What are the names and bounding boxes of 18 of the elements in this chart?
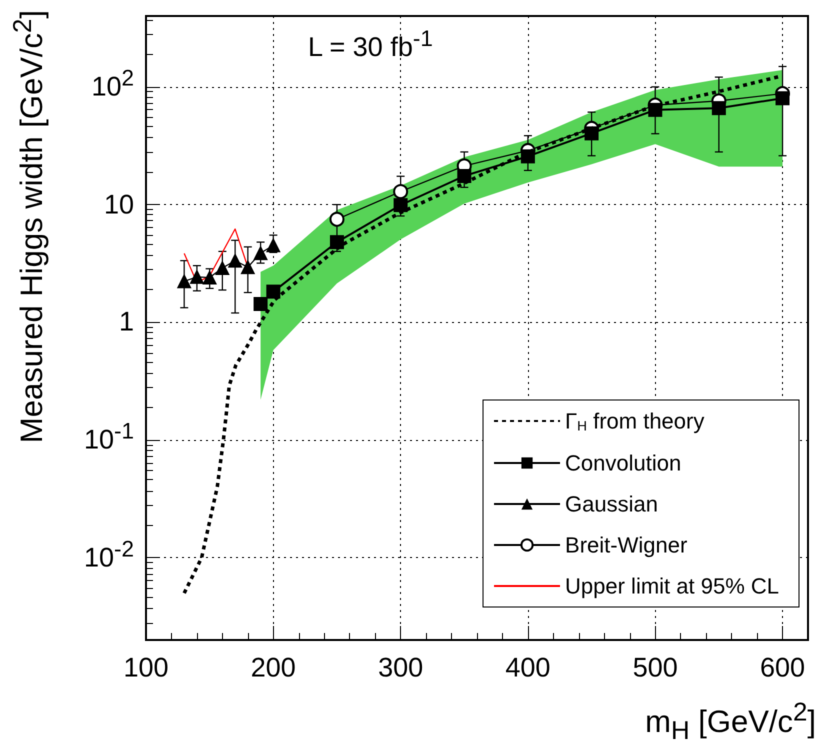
legend-label: Upper limit at 95% CL — [565, 574, 780, 598]
x-tick-label: 100 — [123, 652, 169, 682]
x-tick-label: 200 — [250, 652, 296, 682]
x-tick-label: 500 — [632, 652, 678, 682]
legend-label: Breit-Wigner — [565, 532, 688, 558]
legend-label: Gaussian — [565, 492, 658, 516]
y-tick-label: 10 — [104, 189, 134, 220]
y-tick-label: 10$^{-1}$ — [84, 418, 134, 454]
legend-label: Convolution — [565, 450, 682, 476]
y-tick-label: 1 — [118, 306, 134, 337]
y-tick-label: 10$^{-2}$ — [84, 536, 134, 572]
x-axis-title: m$_{H}$ [GeV/c$^{2}$] — [645, 698, 816, 746]
legend-label: ΓH from theory — [565, 408, 704, 434]
x-tick-label: 300 — [378, 652, 424, 682]
y-tick-label: 10$^{2}$ — [91, 65, 134, 102]
x-tick-label: 400 — [505, 652, 550, 682]
x-tick-label: 600 — [760, 652, 806, 682]
annotation: L = 30 fb$^{-1}$ — [308, 26, 433, 62]
